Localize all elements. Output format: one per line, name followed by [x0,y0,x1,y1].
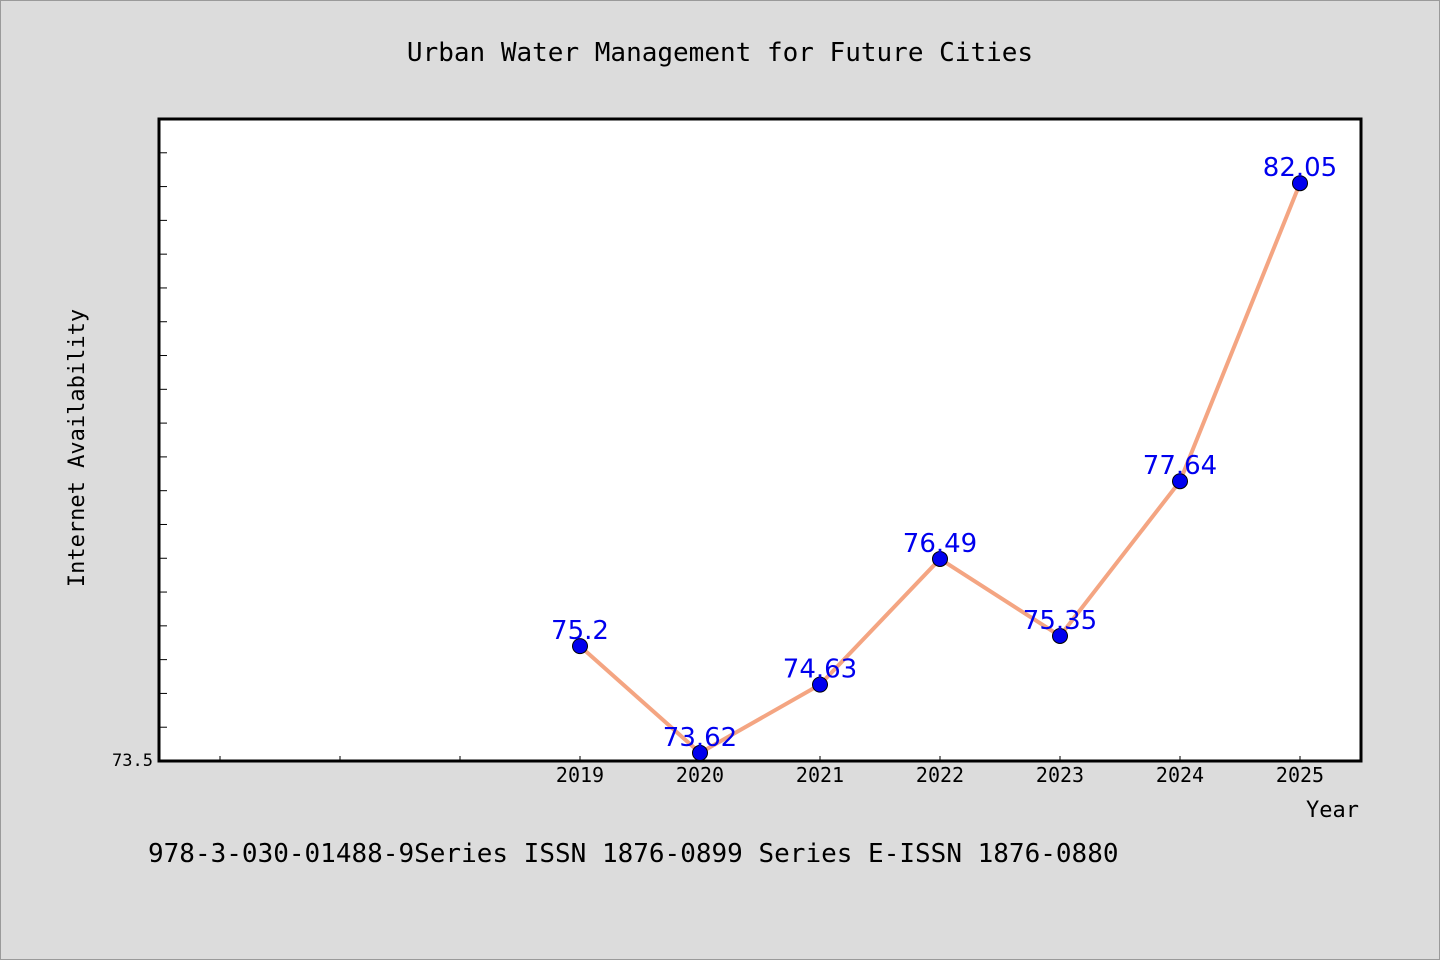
x-tick-labels: 2019 2020 2021 2022 2023 2024 2025 [556,763,1324,787]
data-point-marker [572,638,588,655]
data-point-marker [932,550,948,567]
data-point-marker [1172,473,1188,490]
y-axis-minor-ticks [159,118,167,762]
x-tick-label: 2022 [916,763,964,787]
x-tick-label: 2024 [1156,763,1204,787]
data-label: 75.35 [1023,606,1097,636]
y-tick-label: 73.5 [112,751,153,771]
series-layer: 75.2 73.62 74.63 76.49 75.35 77.64 82.05 [551,153,1337,761]
x-tick-label: 2019 [556,763,604,787]
data-label: 74.63 [783,655,857,685]
x-axis-title: Year [1306,798,1359,823]
x-tick-label: 2025 [1276,763,1324,787]
data-point-marker [1292,175,1308,192]
y-axis-title: Internet Availability [65,309,90,587]
data-label: 73.62 [663,723,737,753]
plot-area [157,117,1363,763]
data-label: 82.05 [1263,153,1337,183]
data-point-marker [812,676,828,693]
data-label: 77.64 [1143,451,1217,481]
data-point-marker [692,744,708,761]
x-tick-label: 2020 [676,763,724,787]
data-label: 76.49 [903,529,977,559]
x-tick-label: 2021 [796,763,844,787]
chart-title: Urban Water Management for Future Cities [407,38,1033,68]
footnote-text: 978-3-030-01488-9Series ISSN 1876-0899 S… [148,839,1119,869]
x-tick-label: 2023 [1036,763,1084,787]
data-point-marker [1052,627,1068,644]
data-label: 75.2 [551,616,609,646]
